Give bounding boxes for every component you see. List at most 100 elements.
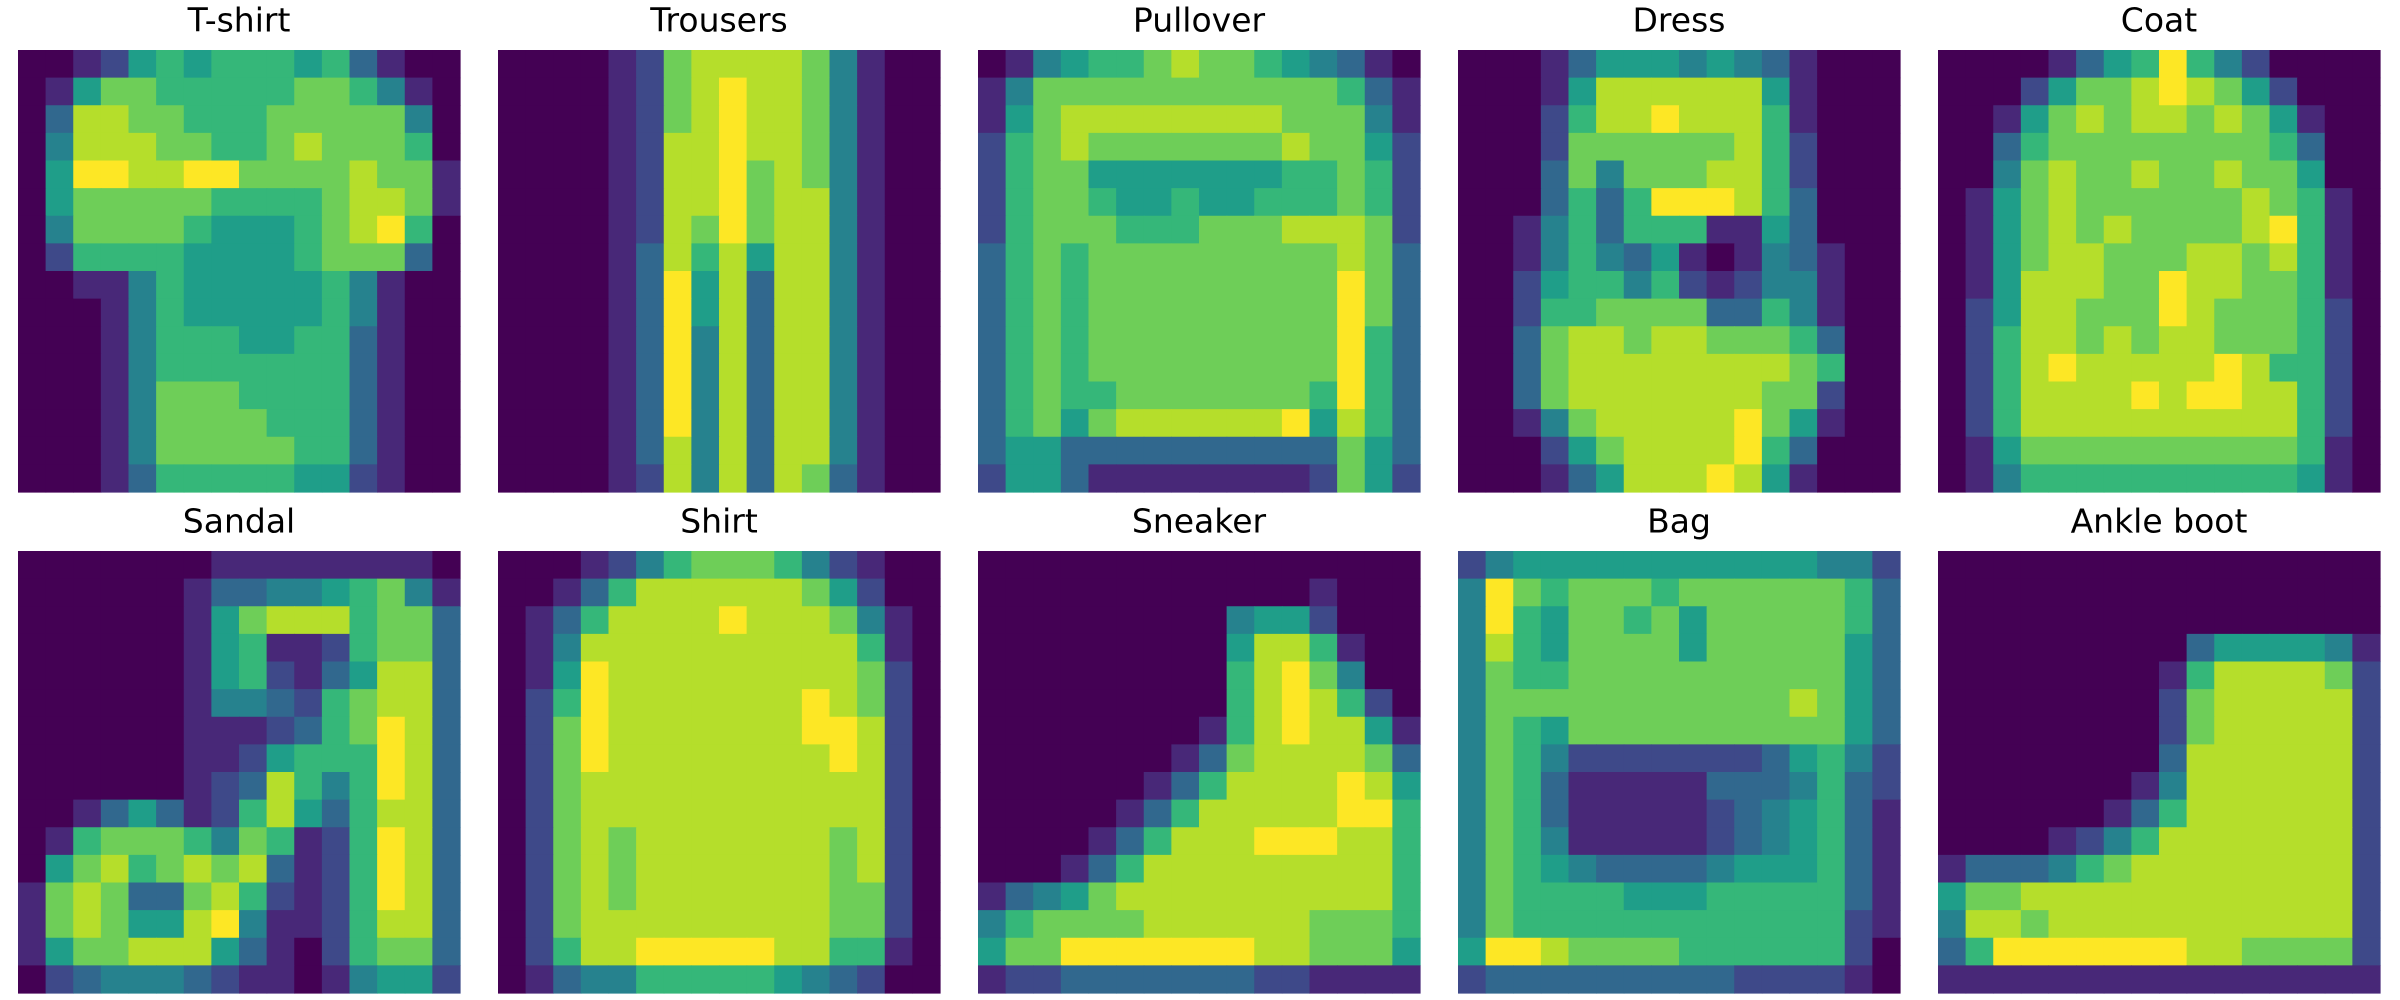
- heatmap-cell: [2020, 160, 2050, 189]
- heatmap-cell: [1254, 661, 1283, 690]
- heatmap-cell: [183, 689, 212, 718]
- heatmap-cell: [73, 551, 102, 580]
- heatmap-cell: [1844, 937, 1873, 966]
- heatmap-cell: [1993, 271, 2022, 300]
- heatmap-cell: [1116, 551, 1145, 580]
- heatmap-cell: [1116, 633, 1145, 663]
- heatmap-cell: [2352, 744, 2381, 773]
- heatmap-cell: [1568, 965, 1597, 994]
- heatmap-cell: [1143, 689, 1172, 718]
- heatmap-cell: [1485, 326, 1514, 355]
- heatmap-cell: [266, 188, 295, 217]
- heatmap-cell: [719, 188, 748, 217]
- heatmap-cell: [156, 243, 185, 272]
- heatmap-cell: [1540, 578, 1570, 607]
- heatmap-cell: [498, 188, 527, 217]
- heatmap-cell: [580, 381, 610, 410]
- heatmap-cell: [2241, 50, 2271, 79]
- heatmap-cell: [2297, 827, 2326, 856]
- heatmap-cell: [1392, 160, 1421, 189]
- heatmap-cell: [1005, 243, 1034, 272]
- heatmap-cell: [1392, 882, 1421, 911]
- heatmap-cell: [128, 160, 157, 189]
- heatmap-panel: Coat: [1938, 1, 2381, 493]
- heatmap-cell: [45, 965, 74, 994]
- heatmap-cell: [2186, 436, 2215, 465]
- heatmap-cell: [1281, 772, 1311, 801]
- heatmap-cell: [691, 215, 720, 244]
- heatmap-cell: [1226, 661, 1255, 690]
- heatmap-cell: [1596, 160, 1625, 189]
- heatmap-cell: [498, 215, 527, 244]
- heatmap-cell: [978, 243, 1007, 272]
- heatmap-cell: [857, 689, 886, 718]
- heatmap-cell: [746, 243, 775, 272]
- heatmap-cell: [1392, 326, 1421, 355]
- heatmap-cell: [1171, 910, 1200, 939]
- heatmap-cell: [1623, 661, 1652, 690]
- heatmap-cell: [1596, 436, 1625, 465]
- heatmap-cell: [404, 689, 433, 718]
- heatmap-cell: [2159, 464, 2188, 493]
- heatmap-cell: [1761, 188, 1791, 217]
- heatmap-cell: [73, 326, 102, 355]
- heatmap-cell: [2020, 689, 2050, 718]
- heatmap-cell: [580, 243, 610, 272]
- heatmap-cell: [1485, 160, 1514, 189]
- heatmap-cell: [1143, 854, 1172, 884]
- heatmap-cell: [45, 464, 74, 493]
- heatmap-cell: [1844, 551, 1873, 580]
- heatmap-cell: [2076, 464, 2105, 493]
- heatmap-cell: [1088, 661, 1117, 690]
- heatmap-cell: [266, 965, 295, 994]
- heatmap-cell: [1337, 243, 1366, 272]
- heatmap-cell: [912, 716, 941, 745]
- heatmap-cell: [498, 353, 527, 383]
- heatmap-cell: [829, 578, 858, 607]
- heatmap-cell: [636, 606, 665, 635]
- heatmap-panel: Bag: [1458, 502, 1901, 994]
- heatmap-cell: [1254, 827, 1283, 856]
- heatmap-cell: [2103, 50, 2132, 79]
- heatmap-cell: [636, 772, 665, 801]
- panel-title: Shirt: [680, 502, 758, 541]
- heatmap-cell: [1651, 298, 1680, 327]
- heatmap-cell: [1033, 409, 1062, 438]
- heatmap-cell: [1143, 215, 1172, 244]
- heatmap-cell: [321, 326, 351, 355]
- heatmap-cell: [884, 105, 913, 134]
- heatmap-cell: [1392, 910, 1421, 939]
- heatmap-cell: [1458, 188, 1487, 217]
- heatmap-cell: [1817, 606, 1846, 635]
- heatmap-cell: [1623, 188, 1652, 217]
- heatmap-cell: [1171, 215, 1200, 244]
- heatmap-cell: [1789, 633, 1818, 663]
- heatmap-cell: [2297, 298, 2326, 327]
- heatmap-cell: [1993, 105, 2022, 134]
- heatmap-cell: [1679, 326, 1708, 355]
- heatmap-cell: [857, 578, 886, 607]
- heatmap-cell: [1596, 271, 1625, 300]
- heatmap-cell: [2159, 937, 2188, 966]
- heatmap-cell: [2269, 551, 2298, 580]
- heatmap-cell: [321, 77, 351, 106]
- heatmap-cell: [349, 910, 378, 939]
- heatmap-cell: [1005, 298, 1034, 327]
- heatmap-cell: [1143, 910, 1172, 939]
- heatmap-cell: [404, 744, 433, 773]
- heatmap-cell: [321, 827, 351, 856]
- heatmap-cell: [829, 661, 858, 690]
- heatmap-cell: [1761, 661, 1791, 690]
- heatmap-cell: [608, 50, 637, 79]
- heatmap-cell: [211, 744, 240, 773]
- heatmap-cell: [100, 381, 130, 410]
- heatmap-cell: [1679, 633, 1708, 663]
- heatmap-cell: [1761, 353, 1791, 383]
- heatmap-cell: [1965, 799, 1994, 828]
- heatmap-cell: [1458, 215, 1487, 244]
- heatmap-cell: [691, 882, 720, 911]
- heatmap-cell: [2076, 243, 2105, 272]
- heatmap-cell: [1458, 689, 1487, 718]
- heatmap-cell: [912, 578, 941, 607]
- heatmap-cell: [73, 353, 102, 383]
